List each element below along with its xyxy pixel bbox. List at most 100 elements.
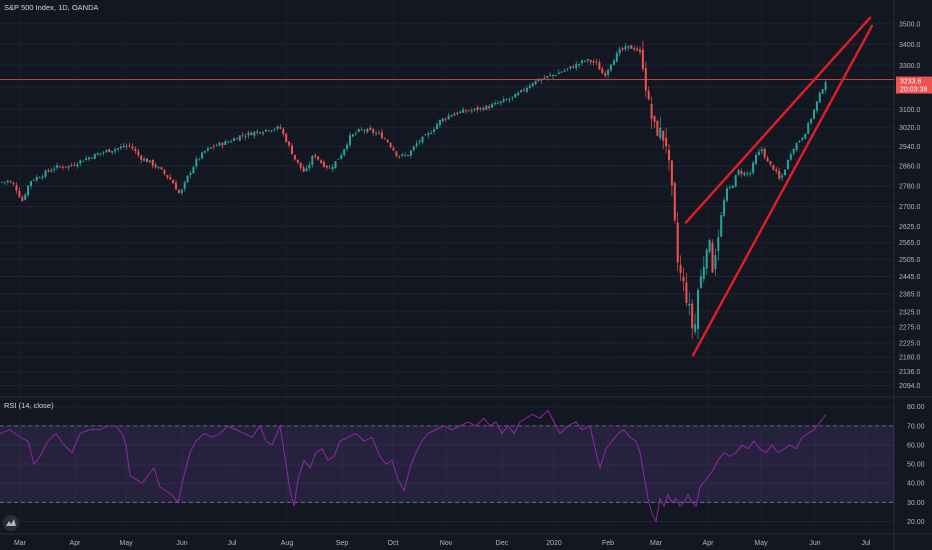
candle-body[interactable]: [659, 127, 662, 139]
candle-body[interactable]: [470, 110, 473, 112]
candle-body[interactable]: [705, 249, 708, 269]
candle-body[interactable]: [169, 177, 172, 180]
candle-body[interactable]: [610, 64, 612, 71]
candle-body[interactable]: [572, 66, 575, 68]
candle-body[interactable]: [357, 129, 360, 132]
candle-body[interactable]: [598, 62, 601, 70]
candle-body[interactable]: [549, 75, 552, 76]
candle-body[interactable]: [334, 161, 337, 169]
candle-body[interactable]: [247, 132, 250, 136]
candle-body[interactable]: [421, 136, 424, 143]
candle-body[interactable]: [201, 152, 204, 159]
candle-body[interactable]: [517, 92, 520, 96]
candle-body[interactable]: [720, 215, 723, 237]
candle-body[interactable]: [79, 160, 82, 164]
candle-body[interactable]: [563, 70, 566, 72]
candle-body[interactable]: [6, 180, 9, 182]
candle-body[interactable]: [96, 153, 99, 155]
candle-body[interactable]: [401, 154, 404, 156]
candle-body[interactable]: [340, 154, 343, 159]
candle-body[interactable]: [557, 72, 560, 74]
candle-body[interactable]: [441, 118, 444, 122]
candle-body[interactable]: [586, 58, 589, 61]
candle-body[interactable]: [314, 155, 317, 157]
candle-body[interactable]: [778, 171, 781, 179]
candle-body[interactable]: [117, 148, 119, 150]
candle-body[interactable]: [528, 85, 531, 88]
candle-body[interactable]: [137, 151, 140, 156]
candle-body[interactable]: [366, 129, 369, 133]
candle-body[interactable]: [633, 48, 636, 50]
candle-body[interactable]: [262, 132, 264, 134]
candle-body[interactable]: [67, 165, 70, 168]
candle-body[interactable]: [395, 151, 398, 156]
candle-body[interactable]: [9, 181, 12, 183]
candle-body[interactable]: [807, 122, 810, 134]
candle-body[interactable]: [35, 177, 38, 181]
candle-body[interactable]: [511, 96, 514, 98]
candle-body[interactable]: [12, 183, 15, 185]
candle-body[interactable]: [691, 303, 694, 329]
candle-body[interactable]: [349, 135, 351, 146]
candle-body[interactable]: [697, 289, 699, 329]
candle-body[interactable]: [398, 155, 401, 157]
candle-body[interactable]: [537, 79, 540, 82]
candle-body[interactable]: [320, 160, 322, 163]
candle-body[interactable]: [462, 109, 465, 113]
candle-body[interactable]: [198, 158, 201, 160]
candle-body[interactable]: [456, 112, 459, 114]
candle-body[interactable]: [473, 108, 476, 110]
candle-body[interactable]: [752, 162, 755, 173]
candle-body[interactable]: [322, 161, 325, 167]
candle-body[interactable]: [73, 164, 76, 166]
candle-body[interactable]: [128, 145, 131, 146]
candle-body[interactable]: [494, 102, 496, 105]
candle-body[interactable]: [38, 177, 41, 179]
candle-body[interactable]: [415, 143, 418, 146]
candle-body[interactable]: [711, 243, 714, 273]
candle-body[interactable]: [554, 75, 557, 76]
candle-body[interactable]: [569, 66, 572, 69]
candle-body[interactable]: [273, 129, 276, 130]
candle-body[interactable]: [531, 83, 534, 87]
candle-body[interactable]: [166, 175, 169, 178]
trendlines[interactable]: [684, 16, 874, 357]
candle-body[interactable]: [24, 194, 27, 200]
candle-body[interactable]: [636, 48, 639, 51]
candle-body[interactable]: [351, 134, 354, 137]
candle-body[interactable]: [235, 138, 238, 140]
candle-body[interactable]: [717, 237, 720, 251]
candle-body[interactable]: [195, 159, 198, 167]
candle-body[interactable]: [134, 148, 137, 152]
symbol-title[interactable]: S&P 500 Index, 1D, OANDA: [4, 3, 99, 12]
candle-body[interactable]: [250, 132, 253, 136]
candle-body[interactable]: [714, 255, 717, 269]
candle-body[interactable]: [122, 145, 125, 147]
candle-body[interactable]: [189, 172, 192, 175]
candle-body[interactable]: [627, 45, 630, 48]
candle-body[interactable]: [160, 167, 163, 170]
candle-body[interactable]: [772, 165, 775, 170]
candle-body[interactable]: [146, 158, 148, 163]
candle-body[interactable]: [810, 118, 813, 124]
candle-body[interactable]: [108, 149, 111, 153]
candle-body[interactable]: [424, 134, 427, 136]
candle-body[interactable]: [728, 187, 731, 188]
candle-body[interactable]: [317, 156, 320, 160]
candle-body[interactable]: [418, 141, 421, 143]
candle-body[interactable]: [769, 161, 772, 165]
candle-body[interactable]: [238, 135, 241, 141]
candle-body[interactable]: [604, 73, 607, 76]
candle-body[interactable]: [32, 180, 35, 181]
candle-body[interactable]: [244, 136, 247, 137]
candle-body[interactable]: [676, 222, 679, 263]
candle-body[interactable]: [299, 162, 302, 168]
candle-body[interactable]: [27, 185, 30, 195]
candle-body[interactable]: [224, 141, 227, 145]
candle-body[interactable]: [325, 165, 328, 168]
candle-body[interactable]: [821, 89, 824, 94]
candle-body[interactable]: [192, 166, 195, 174]
rsi-line[interactable]: [0, 409, 827, 523]
candle-body[interactable]: [221, 142, 224, 146]
